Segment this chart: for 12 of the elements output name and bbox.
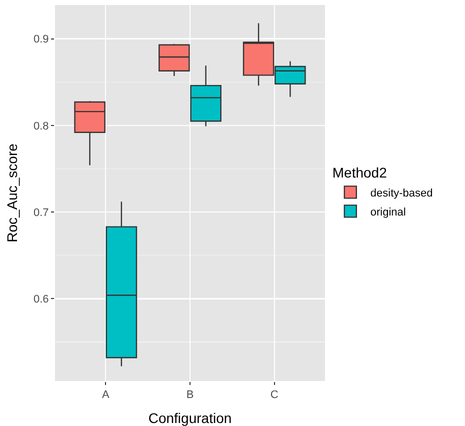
y-tick-label: 0.7 xyxy=(34,206,49,219)
legend-label: original xyxy=(370,206,406,218)
y-tick-label: 0.6 xyxy=(34,294,49,306)
legend-label: desity-based xyxy=(370,187,433,200)
y-tick-label: 0.8 xyxy=(34,120,49,132)
x-tick-label: C xyxy=(270,389,278,402)
x-tick-label: B xyxy=(186,389,194,402)
legend-title: Method2 xyxy=(332,164,388,181)
y-tick-label: 0.9 xyxy=(34,34,49,46)
y-axis-title: Roc_Auc_score xyxy=(4,143,20,242)
x-axis-title: Configuration xyxy=(148,410,232,426)
x-tick-label: A xyxy=(102,389,110,402)
